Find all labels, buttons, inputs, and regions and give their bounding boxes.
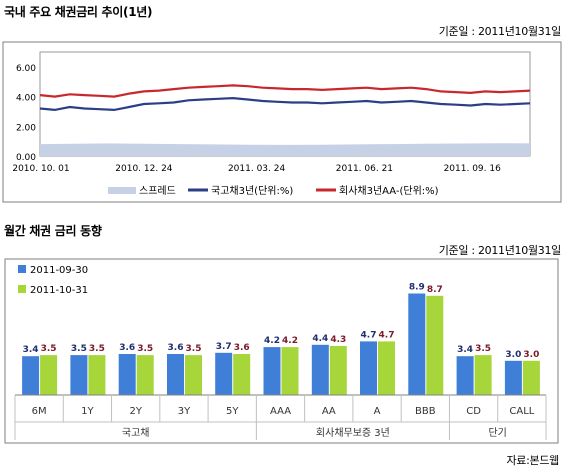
category-label: 1Y bbox=[81, 406, 94, 417]
bar-3Y-oct bbox=[185, 355, 202, 395]
bar-CD-oct bbox=[474, 355, 492, 395]
bar-BBB-sep bbox=[408, 293, 426, 395]
y-tick-label: 4.00 bbox=[16, 94, 36, 104]
bar-CD-sep bbox=[456, 356, 474, 395]
category-label: BBB bbox=[415, 406, 436, 417]
bar-value-label: 3.0 bbox=[523, 350, 539, 360]
bar-1Y-oct bbox=[88, 355, 106, 395]
bar-value-label: 4.2 bbox=[264, 336, 280, 346]
category-label: AA bbox=[322, 406, 336, 417]
bar-value-label: 4.7 bbox=[361, 330, 377, 340]
bar-chart-title: 월간 채권 금리 동향 bbox=[4, 224, 102, 238]
bar-2Y-oct bbox=[136, 355, 154, 395]
category-label: 2Y bbox=[129, 406, 142, 417]
x-tick-label: 2011. 09. 16 bbox=[444, 164, 502, 174]
bar-value-label: 3.5 bbox=[137, 344, 153, 354]
bar-A-sep bbox=[360, 341, 377, 395]
category-label: AAA bbox=[270, 406, 291, 417]
bar-1Y-sep bbox=[70, 355, 88, 395]
bar-6M-sep bbox=[22, 356, 40, 395]
source-note: 자료:본드웹 bbox=[506, 454, 559, 467]
bar-value-label: 3.6 bbox=[119, 343, 135, 353]
category-label: CALL bbox=[509, 406, 534, 417]
group-label: 회사채무보증 3년 bbox=[316, 427, 390, 439]
bar-value-label: 3.5 bbox=[186, 344, 202, 354]
bar-AAA-oct bbox=[281, 347, 299, 395]
x-tick-label: 2010. 10. 01 bbox=[12, 164, 69, 174]
bar-AAA-sep bbox=[263, 347, 281, 395]
bar-AA-oct bbox=[329, 346, 347, 395]
series-area-spread bbox=[40, 143, 530, 156]
legend-swatch bbox=[18, 265, 26, 273]
series-line-gov bbox=[39, 96, 531, 112]
legend-label: 2011-10-31 bbox=[30, 285, 88, 296]
line-chart-base-date: 기준일 : 2011년10월31일 bbox=[438, 25, 562, 38]
bar-BBB-oct bbox=[426, 295, 444, 395]
category-label: 5Y bbox=[226, 406, 239, 417]
legend-label: 회사채3년AA-(단위:%) bbox=[339, 184, 439, 197]
bar-value-label: 4.2 bbox=[282, 336, 298, 346]
bar-chart-base-date: 기준일 : 2011년10월31일 bbox=[438, 244, 562, 257]
legend-swatch bbox=[108, 187, 136, 194]
bar-3Y-sep bbox=[167, 354, 184, 395]
bar-value-label: 3.6 bbox=[234, 343, 250, 353]
bar-5Y-sep bbox=[215, 352, 233, 395]
group-label: 단기 bbox=[488, 427, 506, 439]
x-tick-label: 2010. 12. 24 bbox=[115, 164, 173, 174]
series-line-corp bbox=[39, 84, 531, 98]
y-tick-label: 6.00 bbox=[16, 64, 36, 74]
bar-value-label: 8.9 bbox=[409, 283, 425, 293]
bar-value-label: 4.3 bbox=[330, 335, 346, 345]
bar-value-label: 3.5 bbox=[41, 344, 57, 354]
bar-value-label: 3.5 bbox=[71, 344, 87, 354]
line-chart: 0.00 2.00 4.00 6.00 2010. 10. 01 2010. 12. 2… bbox=[2, 41, 562, 203]
legend-label: 2011-09-30 bbox=[30, 265, 88, 276]
bar-AA-sep bbox=[311, 344, 329, 395]
bar-value-label: 3.5 bbox=[89, 344, 105, 354]
bar-value-label: 3.6 bbox=[168, 343, 184, 353]
bar-value-label: 3.0 bbox=[505, 350, 521, 360]
bar-value-label: 8.7 bbox=[427, 285, 443, 295]
x-tick-label: 2011. 06. 21 bbox=[336, 164, 393, 174]
x-tick-label: 2011. 03. 24 bbox=[228, 164, 286, 174]
bar-A-oct bbox=[378, 341, 395, 395]
bar-value-label: 4.4 bbox=[312, 334, 328, 344]
bar-CALL-oct bbox=[522, 360, 540, 395]
bar-5Y-oct bbox=[233, 354, 251, 395]
y-tick-label: 0.00 bbox=[16, 153, 36, 163]
category-label: 6M bbox=[32, 406, 47, 417]
bar-value-label: 3.7 bbox=[216, 342, 232, 352]
bar-value-label: 4.7 bbox=[379, 330, 395, 340]
bar-6M-oct bbox=[40, 355, 58, 395]
legend-label: 스프레드 bbox=[139, 185, 176, 197]
legend-swatch bbox=[18, 285, 26, 293]
bar-value-label: 3.5 bbox=[475, 344, 491, 354]
category-label: CD bbox=[466, 406, 481, 417]
legend-label: 국고채3년(단위:%) bbox=[211, 184, 293, 197]
line-chart-title: 국내 주요 채권금리 추이(1년) bbox=[4, 5, 153, 19]
bar-value-label: 3.4 bbox=[457, 345, 473, 355]
bar-CALL-sep bbox=[504, 360, 522, 395]
bar-2Y-sep bbox=[118, 354, 136, 395]
y-tick-label: 2.00 bbox=[16, 123, 36, 133]
bar-value-label: 3.4 bbox=[23, 345, 39, 355]
group-label: 국고채 bbox=[122, 427, 150, 439]
category-label: 3Y bbox=[178, 406, 191, 417]
category-label: A bbox=[374, 406, 381, 417]
